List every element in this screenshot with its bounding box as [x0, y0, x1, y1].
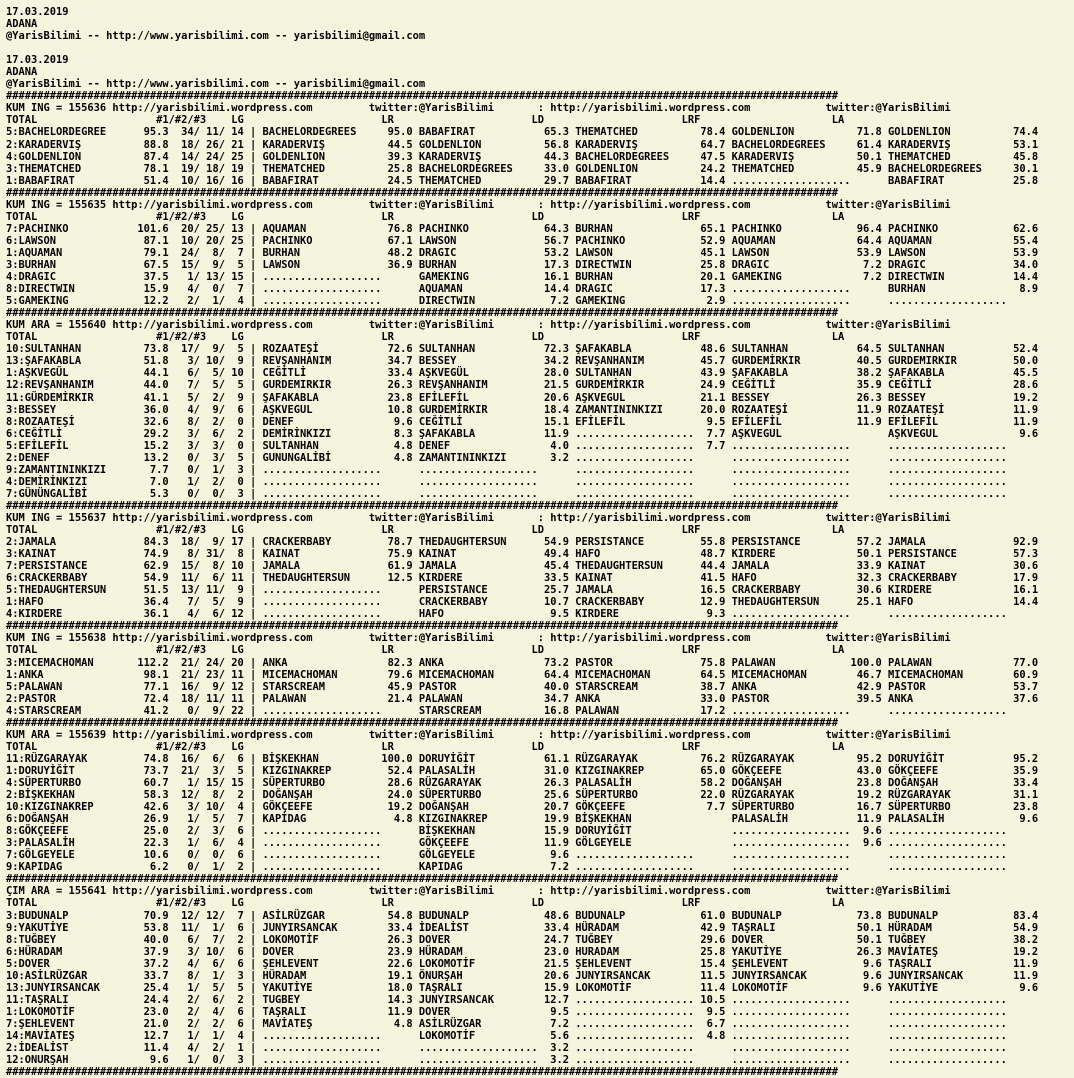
report-page: 17.03.2019 ADANA @YarisBilimi -- http://…	[6, 6, 1039, 1078]
header-date-2: 17.03.2019 ADANA @YarisBilimi -- http://…	[6, 54, 426, 91]
header-date-1: 17.03.2019 ADANA @YarisBilimi -- http://…	[6, 6, 426, 43]
race-report-body: ########################################…	[6, 90, 1039, 1078]
